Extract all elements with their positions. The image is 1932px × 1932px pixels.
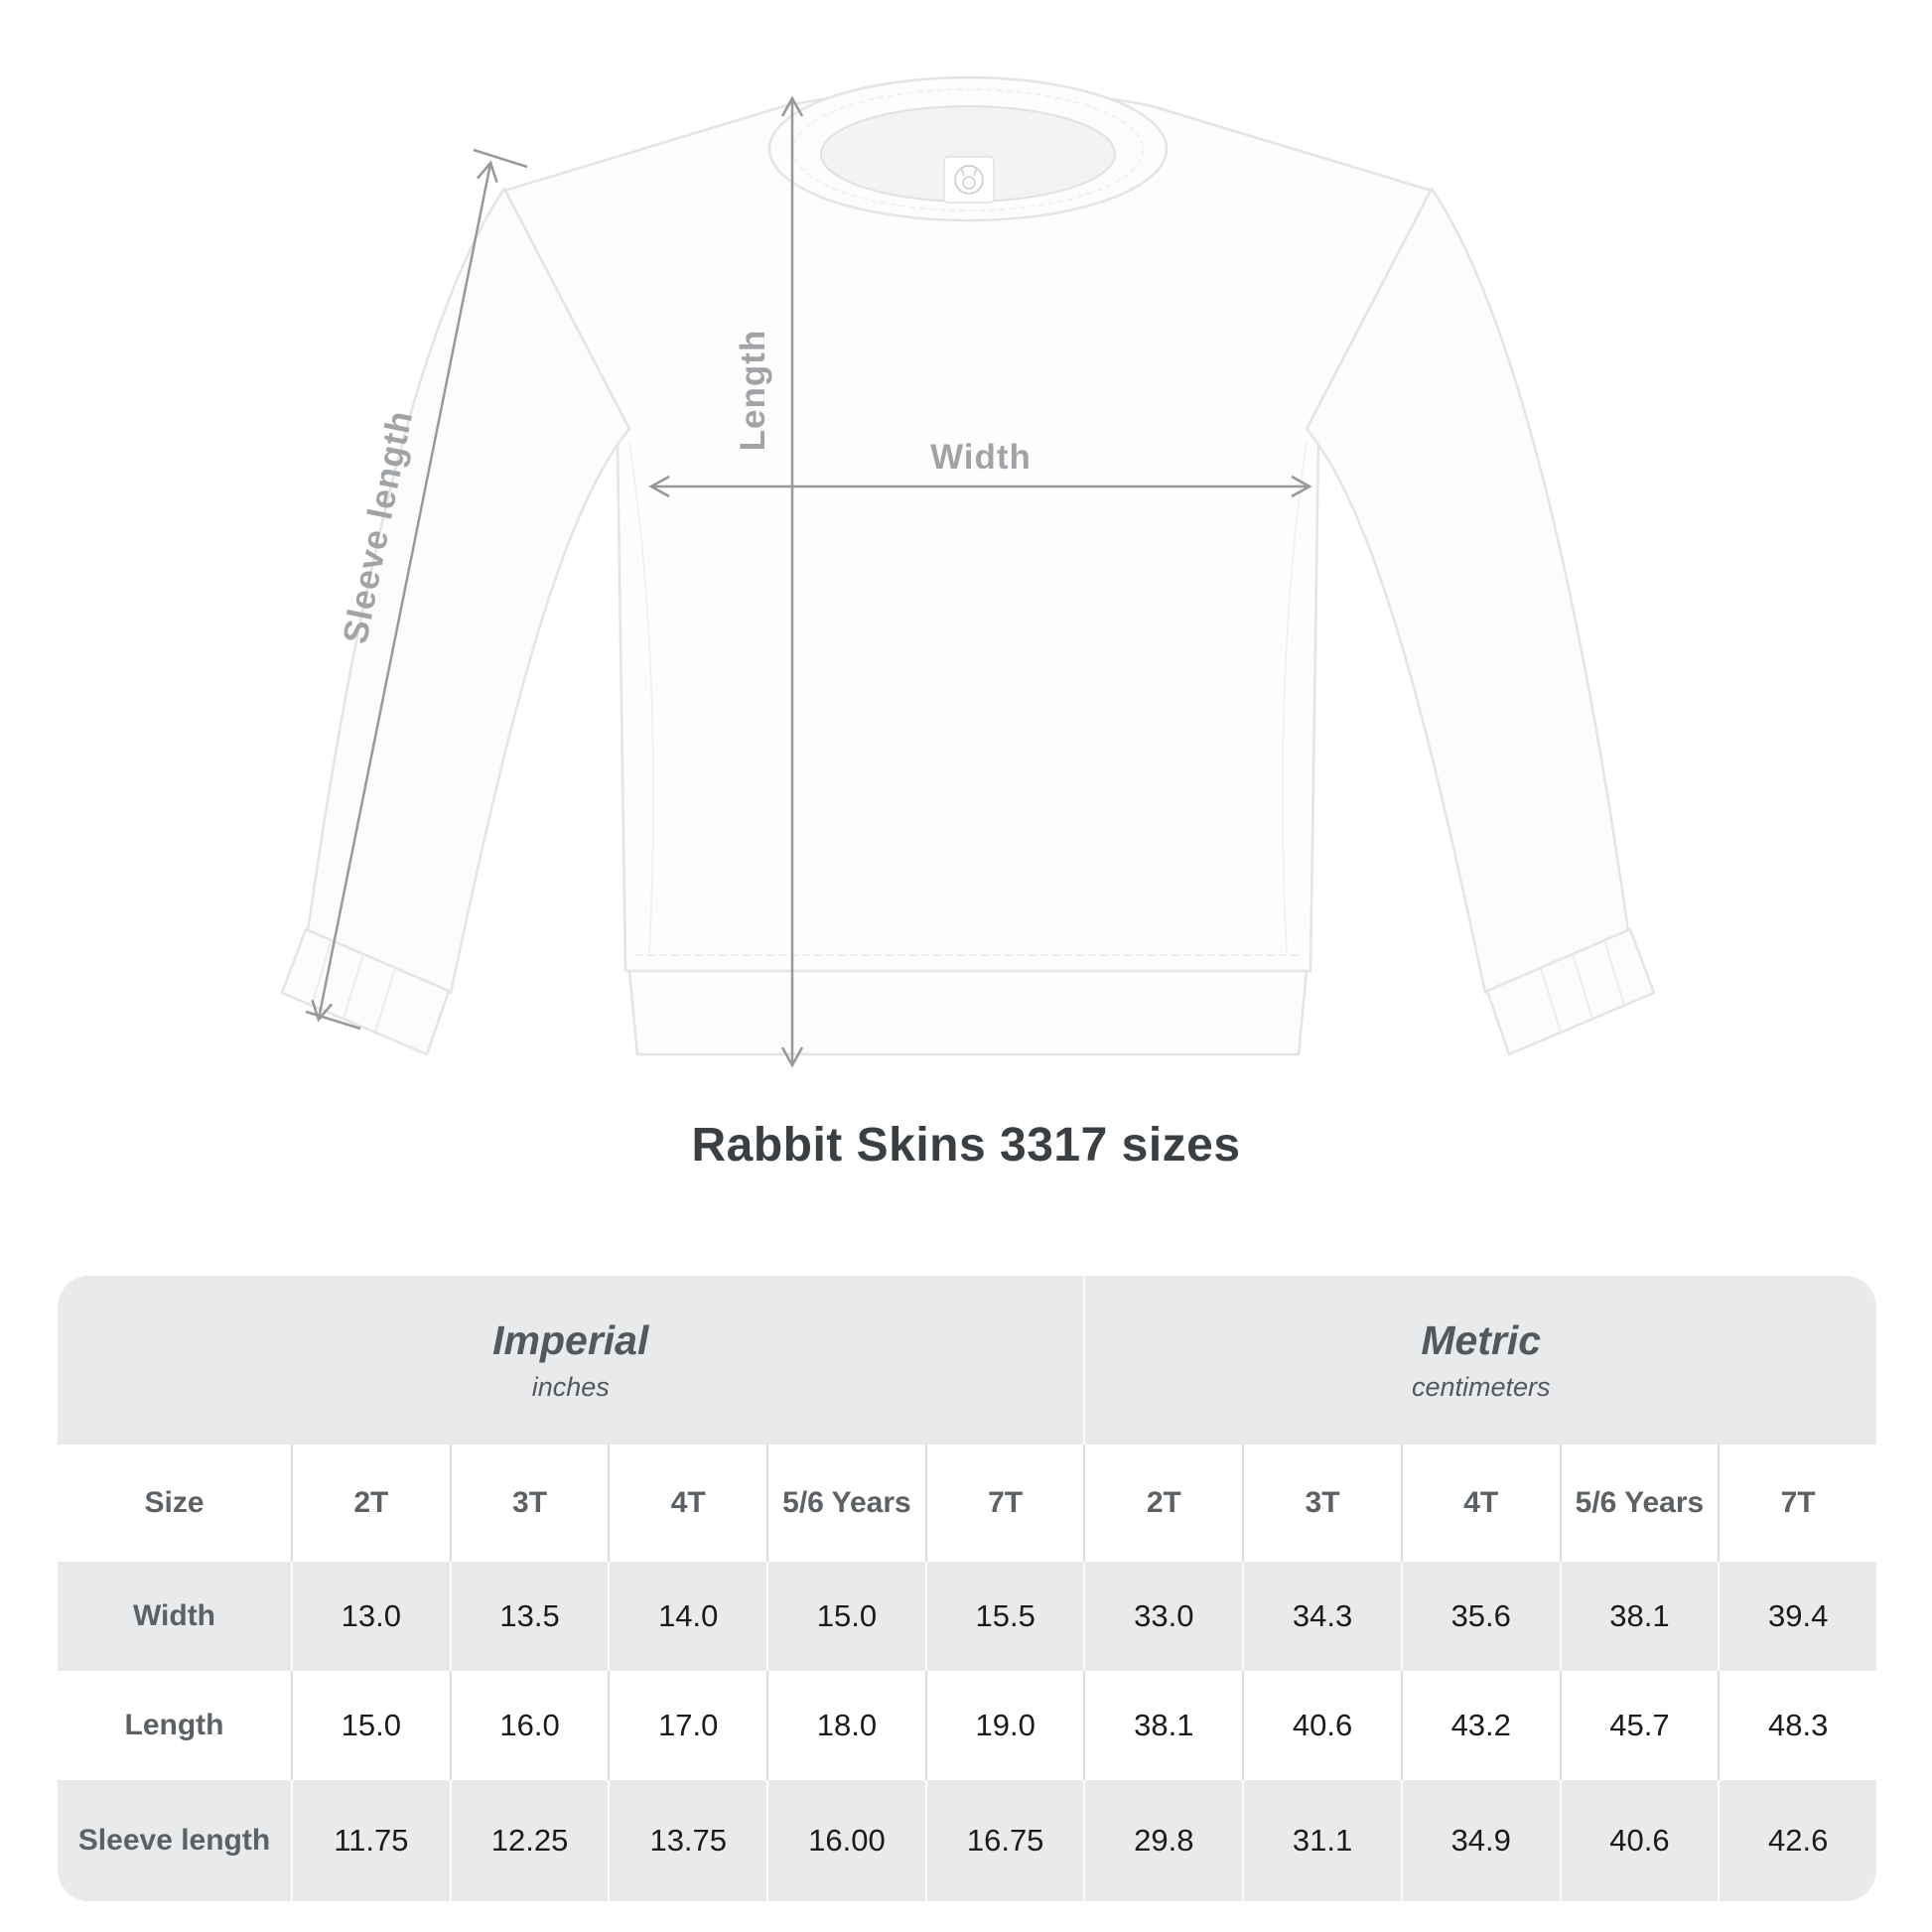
length-metric-4t: 43.2 [1400,1671,1560,1780]
page-title: Rabbit Skins 3317 sizes [691,1119,1241,1172]
width-metric-7t: 39.4 [1718,1562,1876,1671]
sleeve-imperial-7t: 16.75 [924,1780,1084,1901]
imperial-col-2t: 2T [291,1445,450,1562]
length-metric-3t: 40.6 [1242,1671,1401,1780]
metric-group-header: Metric centimeters [1083,1276,1876,1445]
row-label-length: Length [58,1671,291,1780]
width-dimension-label: Width [930,438,1032,477]
sleeve-imperial-2t: 11.75 [291,1780,450,1901]
metric-col-56y: 5/6 Years [1559,1445,1719,1562]
length-metric-56y: 45.7 [1559,1671,1719,1780]
rabbit-logo-icon [954,165,984,195]
sleeve-arrow-tick-top [473,148,528,169]
sleeve-length-arrow [311,160,498,1023]
sleeve-metric-4t: 34.9 [1400,1780,1560,1901]
rabbit-logo-ears [960,167,978,177]
width-metric-4t: 35.6 [1400,1562,1560,1671]
metric-col-4t: 4T [1400,1445,1560,1562]
imperial-group-title: Imperial [492,1317,649,1363]
metric-col-7t: 7T [1718,1445,1876,1562]
metric-col-2t: 2T [1083,1445,1243,1562]
body-fold-line-left [628,441,655,954]
size-column-header: Size [58,1445,291,1562]
length-imperial-2t: 15.0 [291,1671,450,1780]
right-cuff [1485,927,1656,1056]
sleeve-imperial-4t: 13.75 [608,1780,767,1901]
imperial-group-header: Imperial inches [58,1276,1084,1445]
imperial-group-subtitle: inches [531,1372,610,1402]
sleeve-metric-2t: 29.8 [1083,1780,1243,1901]
sweatshirt-illustration: Length Width Sleeve length [280,75,1656,1068]
length-dimension-label: Length [734,330,772,452]
width-imperial-7t: 15.5 [924,1562,1084,1671]
sleeve-metric-56y: 40.6 [1559,1780,1719,1901]
length-imperial-4t: 17.0 [608,1671,767,1780]
metric-group-title: Metric [1421,1317,1542,1363]
sweatshirt-hem-band [627,969,1309,1056]
right-cuff-ribs [1540,939,1625,1034]
width-imperial-4t: 14.0 [608,1562,767,1671]
metric-group-subtitle: centimeters [1411,1372,1551,1402]
size-table: Imperial inches Metric centimeters Size … [58,1276,1876,1901]
sleeve-arrow-tick-bottom [305,1010,361,1031]
imperial-col-56y: 5/6 Years [766,1445,925,1562]
row-label-width: Width [58,1562,291,1671]
rabbit-logo-face [962,176,976,190]
body-fold-line-right [1281,441,1308,954]
row-label-sleeve-length: Sleeve length [58,1780,291,1901]
width-metric-2t: 33.0 [1083,1562,1243,1671]
sleeve-metric-7t: 42.6 [1718,1780,1876,1901]
imperial-col-4t: 4T [608,1445,767,1562]
width-imperial-3t: 13.5 [449,1562,609,1671]
width-imperial-2t: 13.0 [291,1562,450,1671]
width-metric-3t: 34.3 [1242,1562,1401,1671]
imperial-col-3t: 3T [449,1445,609,1562]
sleeve-metric-3t: 31.1 [1242,1780,1401,1901]
length-metric-7t: 48.3 [1718,1671,1876,1780]
length-metric-2t: 38.1 [1083,1671,1243,1780]
width-imperial-56y: 15.0 [766,1562,925,1671]
metric-col-3t: 3T [1242,1445,1401,1562]
imperial-col-7t: 7T [924,1445,1084,1562]
length-imperial-7t: 19.0 [924,1671,1084,1780]
length-imperial-56y: 18.0 [766,1671,925,1780]
sleeve-imperial-3t: 12.25 [449,1780,609,1901]
product-diagram: Length Width Sleeve length [280,75,1656,1068]
neck-tag [943,156,995,204]
sleeve-imperial-56y: 16.00 [766,1780,925,1901]
width-metric-56y: 38.1 [1559,1562,1719,1671]
length-imperial-3t: 16.0 [449,1671,609,1780]
